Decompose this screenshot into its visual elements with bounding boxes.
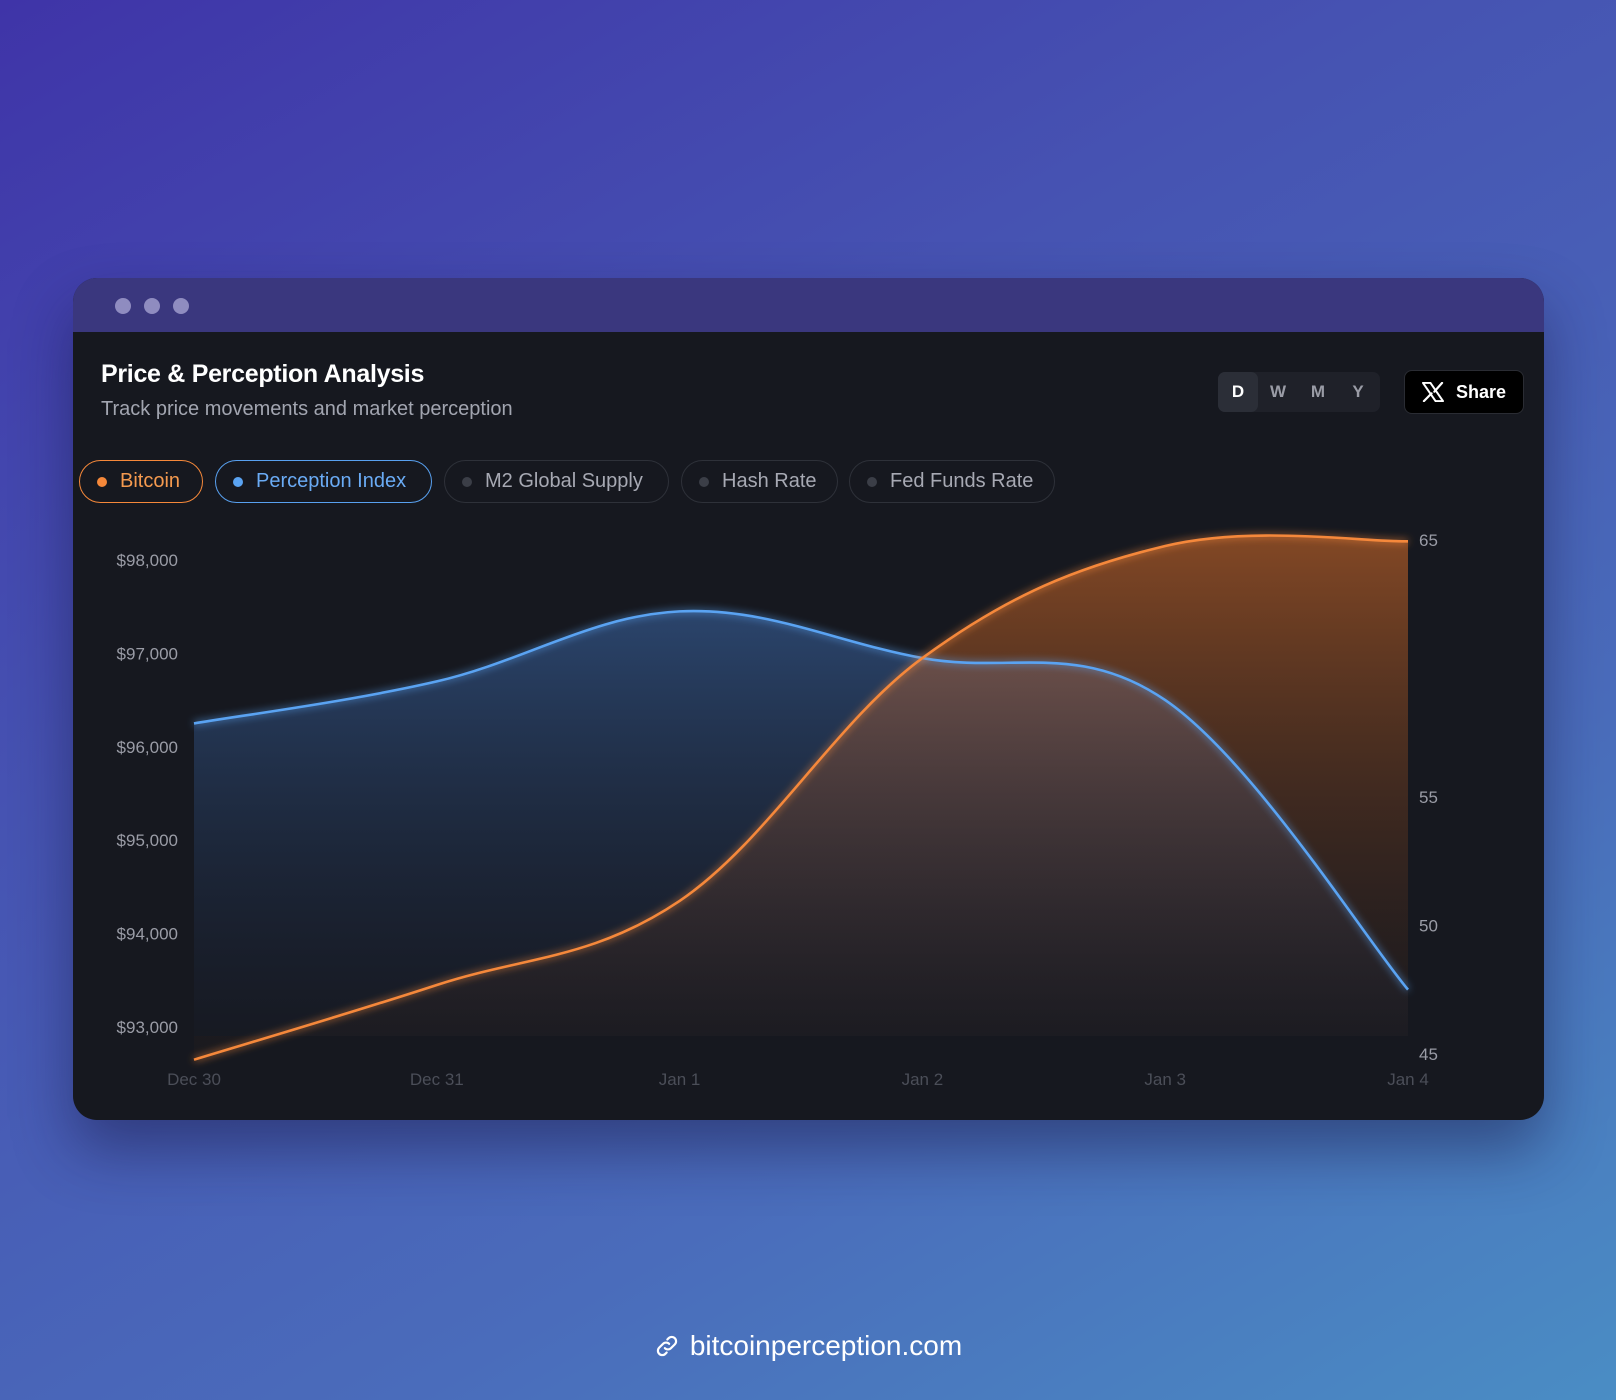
panel-title: Price & Perception Analysis bbox=[101, 360, 425, 388]
share-label: Share bbox=[1455, 381, 1507, 402]
toggle-fed-funds-label: Fed Funds Rate bbox=[890, 470, 1034, 492]
m2-dot-icon bbox=[462, 476, 472, 487]
link-icon bbox=[656, 1335, 677, 1357]
bitcoin-dot-icon bbox=[97, 476, 107, 487]
y-left-tick-label: $97,000 bbox=[117, 644, 178, 663]
y-left-tick-label: $93,000 bbox=[117, 1018, 178, 1037]
x-logo-icon bbox=[1421, 382, 1444, 402]
fed-funds-dot-icon bbox=[867, 476, 877, 487]
footer-link[interactable]: bitcoinperception.com bbox=[0, 1330, 1616, 1362]
window-titlebar bbox=[73, 278, 1544, 332]
y-left-tick-label: $95,000 bbox=[117, 831, 178, 850]
window-dot-icon[interactable] bbox=[144, 298, 160, 314]
panel-subtitle: Track price movements and market percept… bbox=[101, 398, 513, 420]
x-tick-label: Jan 3 bbox=[1144, 1070, 1186, 1089]
y-right-tick-label: 50 bbox=[1419, 917, 1438, 936]
share-button[interactable]: Share bbox=[1404, 370, 1524, 414]
y-right-tick-label: 65 bbox=[1419, 531, 1438, 550]
toggle-hash-rate[interactable]: Hash Rate bbox=[681, 460, 838, 503]
y-left-tick-label: $96,000 bbox=[117, 738, 178, 757]
x-tick-label: Jan 4 bbox=[1387, 1070, 1429, 1089]
y-left-tick-label: $94,000 bbox=[117, 925, 178, 944]
hash-rate-dot-icon bbox=[699, 476, 709, 487]
footer-link-text: bitcoinperception.com bbox=[689, 1330, 963, 1361]
perception-dot-icon bbox=[233, 476, 243, 487]
chart-window: Price & Perception Analysis Track price … bbox=[73, 278, 1544, 1120]
x-tick-label: Jan 1 bbox=[659, 1070, 701, 1089]
period-day-button[interactable]: D bbox=[1218, 372, 1258, 412]
series-area-bitcoin bbox=[194, 535, 1408, 1060]
toggle-m2-label: M2 Global Supply bbox=[485, 470, 643, 492]
toggle-perception-label: Perception Index bbox=[256, 470, 407, 492]
toggle-m2-global-supply[interactable]: M2 Global Supply bbox=[444, 460, 669, 503]
y-left-tick-label: $98,000 bbox=[117, 551, 178, 570]
window-dot-icon[interactable] bbox=[173, 298, 189, 314]
x-tick-label: Dec 31 bbox=[410, 1070, 464, 1089]
series-line-bitcoin bbox=[193, 534, 1409, 1061]
period-week-button[interactable]: W bbox=[1269, 382, 1287, 401]
period-month-button[interactable]: M bbox=[1310, 382, 1326, 401]
period-selector: D W M Y bbox=[1218, 372, 1380, 412]
toggle-fed-funds-rate[interactable]: Fed Funds Rate bbox=[849, 460, 1055, 503]
period-year-button[interactable]: Y bbox=[1352, 382, 1364, 401]
series-line-perception-index bbox=[193, 609, 1409, 991]
toggle-bitcoin[interactable]: Bitcoin bbox=[79, 460, 203, 503]
window-dot-icon[interactable] bbox=[115, 298, 131, 314]
x-tick-label: Dec 30 bbox=[167, 1070, 221, 1089]
price-perception-chart: $93,000 $94,000 $95,000 $96,000 $97,000 $98,0… bbox=[117, 531, 1438, 1089]
toggle-bitcoin-label: Bitcoin bbox=[120, 470, 181, 492]
y-right-tick-label: 45 bbox=[1419, 1045, 1438, 1064]
y-right-tick-label: 55 bbox=[1419, 788, 1438, 807]
toggle-hash-rate-label: Hash Rate bbox=[722, 470, 817, 492]
x-tick-label: Jan 2 bbox=[902, 1070, 944, 1089]
toggle-perception-index[interactable]: Perception Index bbox=[215, 460, 432, 503]
